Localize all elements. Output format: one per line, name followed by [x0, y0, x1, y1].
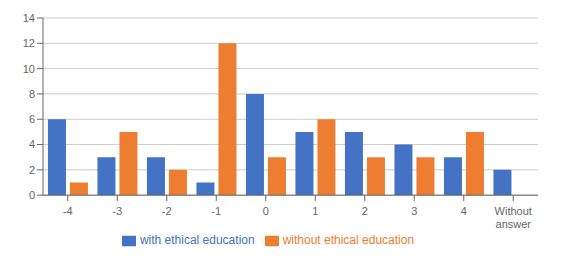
svg-text:Withoutanswer: Withoutanswer [495, 205, 532, 230]
html-text:with ethical education: with ethical education [139, 233, 255, 248]
svg-text:8: 8 [29, 88, 35, 100]
svg-text:-1: -1 [211, 205, 221, 217]
svg-text:-2: -2 [162, 205, 172, 217]
svg-text:12: 12 [23, 37, 35, 49]
svg-text:14: 14 [23, 12, 35, 24]
svg-text:-4: -4 [63, 205, 73, 217]
svg-text:2: 2 [29, 164, 35, 176]
svg-text:0: 0 [29, 189, 35, 201]
html-text:without ethical education: without ethical education [282, 233, 415, 248]
svg-text:6: 6 [29, 113, 35, 125]
svg-text:1: 1 [312, 205, 318, 217]
svg-text:4: 4 [461, 205, 467, 217]
svg-text:3: 3 [411, 205, 417, 217]
svg-text:-3: -3 [112, 205, 122, 217]
svg-text:0: 0 [263, 205, 269, 217]
svg-text:2: 2 [362, 205, 368, 217]
svg-text:4: 4 [29, 138, 35, 150]
svg-text:10: 10 [23, 63, 35, 75]
